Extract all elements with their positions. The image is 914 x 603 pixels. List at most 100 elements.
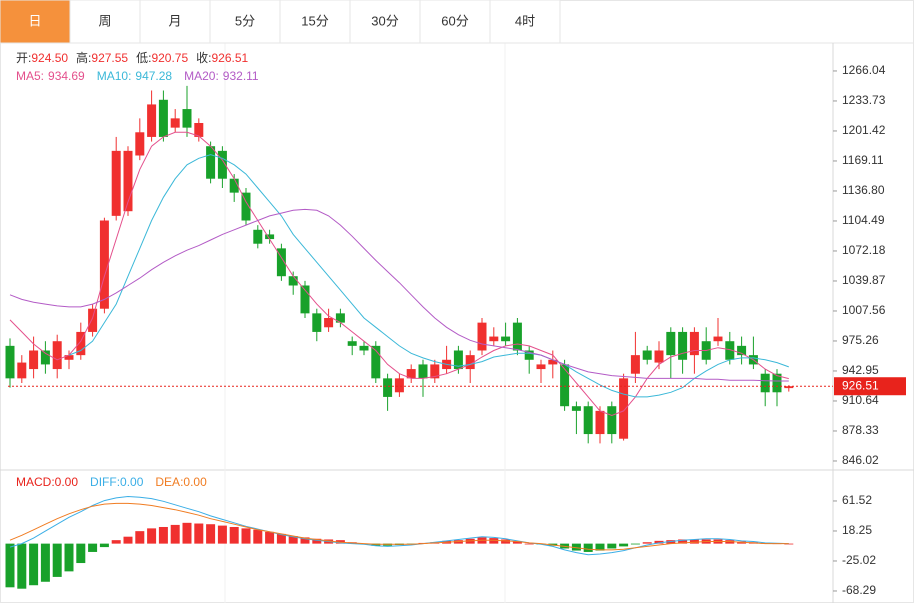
candle-body <box>477 322 487 351</box>
y-tick-label: 910.64 <box>842 393 879 407</box>
ohlc-header: 开:924.50 高:927.55 低:920.75 收:926.51 <box>16 50 249 65</box>
ohlc-value: 927.55 <box>91 51 128 65</box>
y-tick-label: 1169.11 <box>842 153 884 167</box>
y-tick-label: 942.95 <box>842 363 879 377</box>
tab[interactable] <box>139 0 211 44</box>
y-tick-label: -25.02 <box>842 553 876 567</box>
candle-body <box>406 369 416 379</box>
macd-bar <box>147 528 157 544</box>
candle-body <box>217 150 227 179</box>
tab-label[interactable]: 日 <box>28 13 41 28</box>
candle-body <box>501 336 511 342</box>
candle-body <box>5 345 15 379</box>
candle-body <box>147 104 157 137</box>
macd-bar <box>265 531 275 544</box>
macd-bar <box>619 543 629 547</box>
macd-bar <box>182 522 192 544</box>
candle-body <box>725 341 735 360</box>
current-price-box <box>834 377 906 396</box>
macd-bar <box>689 539 699 544</box>
macd-value: 0.00 <box>120 475 144 489</box>
candle-body <box>229 178 239 193</box>
macd-bar <box>64 543 74 572</box>
macd-bar <box>524 543 534 545</box>
candle-body <box>170 118 180 128</box>
candle-body <box>571 406 581 411</box>
ma-line <box>9 495 789 556</box>
macd-bar <box>194 523 204 544</box>
ma-line <box>9 131 789 417</box>
tab[interactable] <box>489 0 561 44</box>
candle-body <box>158 99 168 137</box>
candle-body <box>619 378 629 439</box>
legend-name: MA10: <box>97 69 132 83</box>
candle-body <box>760 373 770 393</box>
tab[interactable] <box>419 0 491 44</box>
macd-bar <box>595 543 605 551</box>
candle-body <box>29 350 39 370</box>
y-tick-label: 878.33 <box>842 423 879 437</box>
tab[interactable] <box>349 0 421 44</box>
candle-body <box>394 378 404 393</box>
legend-value: 947.28 <box>135 69 172 83</box>
candle-body <box>465 355 475 370</box>
candle-body <box>430 364 440 379</box>
macd-bar <box>76 543 86 564</box>
macd-bar <box>170 524 180 544</box>
candle-body <box>713 336 723 342</box>
macd-bar <box>642 542 652 544</box>
tab-label[interactable]: 30分 <box>371 13 398 28</box>
candle-body <box>88 308 98 332</box>
tab[interactable] <box>279 0 351 44</box>
candle-body <box>583 406 593 435</box>
ma-line <box>9 502 789 551</box>
macd-bar <box>253 529 263 544</box>
macd-value: 0.00 <box>55 475 79 489</box>
tab-label[interactable]: 15分 <box>301 13 328 28</box>
candle-body <box>40 350 50 365</box>
candle-body <box>324 317 334 328</box>
macd-bar <box>5 543 15 588</box>
ohlc-value: 920.75 <box>151 51 188 65</box>
candle-body <box>194 122 204 137</box>
candle-body <box>524 350 534 360</box>
tab[interactable] <box>0 0 71 44</box>
macd-bar <box>512 541 522 544</box>
y-tick-label: 61.52 <box>842 493 872 507</box>
macd-label: MACD: <box>16 475 55 489</box>
candle-body <box>123 150 133 212</box>
tab-label[interactable]: 60分 <box>441 13 468 28</box>
legend-name: MA5: <box>16 69 44 83</box>
candle-body <box>359 345 369 351</box>
ma-line <box>9 208 789 382</box>
candle-body <box>300 285 310 314</box>
macd-bar <box>206 524 216 544</box>
macd-bar <box>158 526 168 544</box>
candle-body <box>52 341 62 370</box>
tab-label[interactable]: 5分 <box>235 13 255 28</box>
macd-bar <box>135 531 145 544</box>
tab[interactable] <box>69 0 141 44</box>
tab-label[interactable]: 月 <box>168 13 181 28</box>
macd-value: 0.00 <box>183 475 207 489</box>
legend-value: 934.69 <box>48 69 85 83</box>
candle-body <box>512 322 522 351</box>
candle-body <box>371 345 381 379</box>
tab-label[interactable]: 4时 <box>515 13 535 28</box>
macd-bar <box>276 533 286 544</box>
candle-body <box>654 350 664 363</box>
candle-body <box>241 192 251 221</box>
y-tick-label: 1233.73 <box>842 93 886 107</box>
candle-body <box>560 364 570 407</box>
candle-body <box>253 229 263 244</box>
candle-body <box>288 276 298 286</box>
y-tick-label: 1136.80 <box>842 183 885 197</box>
macd-bar <box>111 540 121 544</box>
macd-bar <box>300 537 310 544</box>
legend-name: MA20: <box>184 69 219 83</box>
macd-bar <box>229 526 239 544</box>
tab-label[interactable]: 周 <box>98 13 111 28</box>
ma-legend: MA5: 934.69 MA10: 947.28 MA20: 932.11 <box>16 69 259 83</box>
macd-bar <box>52 543 62 577</box>
macd-bar <box>217 525 227 544</box>
